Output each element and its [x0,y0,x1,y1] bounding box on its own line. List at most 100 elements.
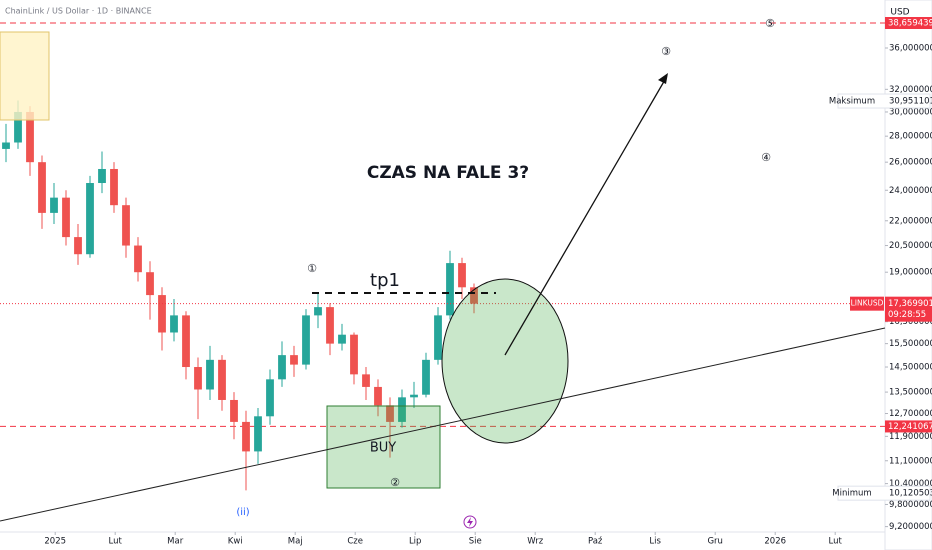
x-tick-label: Paź [588,537,603,547]
candle-body [206,359,214,390]
x-tick-label: Lip [409,537,422,547]
candle-body [134,245,142,273]
maximum-value: 30,9511019 [889,97,932,107]
level-label: 12,2410673 [888,422,932,432]
y-tick-label: 15,5000000 [889,339,932,349]
candle-body [182,315,190,368]
y-tick-label: 11,9000000 [889,432,932,442]
candle-body [2,142,10,149]
wave-label: ③ [661,45,671,58]
y-tick-label: 12,7000000 [889,409,932,419]
target-ellipse [441,278,569,444]
candle-body [362,374,370,387]
candle-body [470,287,478,304]
y-tick-label: 36,0000000 [889,44,932,54]
candle-body [170,315,178,333]
wave-label: (ii) [236,507,249,518]
candle-body [266,379,274,417]
last-price-label: 17,3699018 [888,299,932,309]
minimum-value: 10,1205033 [889,489,932,499]
event-icon[interactable] [463,515,477,529]
currency: USD [890,8,909,18]
minimum-name: Minimum [832,489,871,499]
x-tick-label: Maj [288,537,303,547]
y-tick-label: 9,8000000 [889,500,932,510]
candle-body [38,162,46,213]
x-tick-label: Gru [707,537,722,547]
y-tick-label: 9,2000000 [889,522,932,532]
candle-body [302,315,310,365]
symbol-tag: LINKUSD [851,299,884,308]
x-tick-label: 2026 [764,537,786,547]
candle-body [386,405,394,422]
y-tick-label: 20,5000000 [889,241,932,251]
x-tick-label: Sie [469,537,482,547]
candle-body [422,359,430,395]
symbol-header: ChainLink / US Dollar · 1D · BINANCE [5,7,152,16]
candle-body [50,197,58,213]
candle-body [122,205,130,246]
candle-body [254,416,262,452]
candle-body [14,111,22,143]
candle-body [434,315,442,360]
maximum-name: Maksimum [829,97,875,107]
plot [0,22,885,491]
maximum-label-bg [837,93,931,109]
candle-body [242,421,250,452]
trendline [0,327,886,522]
x-tick-label: Lut [109,537,123,547]
x-tick-label: Lut [829,537,843,547]
y-tick-label: 30,0000000 [889,107,932,117]
minimum-label-bg [837,485,931,501]
candle-body [86,183,94,255]
candle-body [26,111,34,163]
candle-body [278,355,286,380]
x-tick-label: Lis [649,537,661,547]
y-tick-label: 26,0000000 [889,158,932,168]
x-tick-label: Wrz [527,537,544,547]
last-price-bg [885,296,932,322]
x-tick-label: 2025 [44,537,66,547]
x-tick-label: Kwi [228,537,243,547]
candle-body [314,307,322,316]
y-tick-label: 14,5000000 [889,363,932,373]
countdown: 09:28:55 [888,310,926,320]
candle-body [194,367,202,390]
arrow-head [658,73,668,84]
annotation-title: CZAS NA FALE 3? [367,163,529,183]
candle-body [338,334,346,344]
y-tick-label: 24,0000000 [889,186,932,196]
y-tick-label: 32,0000000 [889,85,932,95]
y-tick-label: 16,5000000 [889,317,932,327]
candle-body [350,334,358,375]
symbol-tag-bg [850,296,884,311]
y-tick-label: 19,0000000 [889,268,932,278]
candle-body [446,263,454,316]
y-tick-label: 22,0000000 [889,216,932,226]
wave-label: ① [307,262,317,275]
y-tick-label: 28,0000000 [889,132,932,142]
candle-body [158,295,166,333]
y-tick-label: 11,1000000 [889,456,932,466]
tp1-label: tp1 [370,270,400,291]
x-tick-label: Mar [167,537,184,547]
price-axis [884,0,932,550]
candle-body [398,397,406,422]
wave-label: ④ [761,151,771,164]
yellow-zone [0,31,50,121]
event-icon-bolt [467,517,473,527]
candle-body [230,399,238,422]
x-tick-label: Cze [347,537,363,547]
candle-body [62,197,70,238]
buy-zone [326,405,441,489]
wave-label: ⑤ [765,17,775,30]
wave-label: ② [390,476,400,489]
candle-body [458,263,466,288]
buy-label: BUY [370,441,396,456]
level-label-bg [885,420,932,433]
candle-body [110,168,118,206]
arrow [504,77,667,356]
candle-body [374,386,382,406]
candle-body [146,272,154,296]
